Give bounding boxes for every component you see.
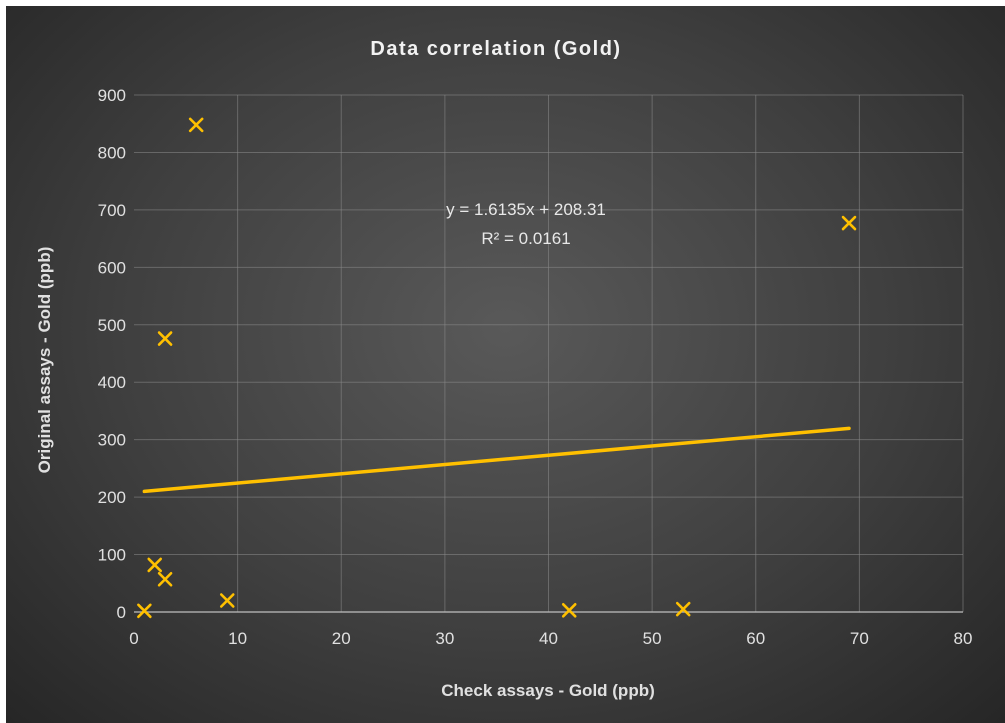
trendline-group xyxy=(142,426,851,494)
axes: 0 100 200 300 400 500 600 700 800 900 0 10 20 30 40 50 6… xyxy=(98,86,973,648)
data-points xyxy=(137,117,857,619)
data-point-marker xyxy=(219,593,235,608)
x-tick-label: 40 xyxy=(539,629,558,648)
x-tick-label: 30 xyxy=(435,629,454,648)
data-point-marker xyxy=(147,557,163,573)
y-tick-label: 0 xyxy=(117,603,126,622)
y-tick-label: 700 xyxy=(98,201,126,220)
trendline-r-squared: R² = 0.0161 xyxy=(481,229,570,248)
data-point-marker xyxy=(137,603,152,619)
y-tick-label: 600 xyxy=(98,258,126,277)
x-axis-title: Check assays - Gold (ppb) xyxy=(441,681,655,700)
chart-title: Data correlation (Gold) xyxy=(370,38,621,60)
y-tick-label: 200 xyxy=(98,488,126,507)
y-axis-title: Original assays - Gold (ppb) xyxy=(35,247,54,474)
x-tick-label: 50 xyxy=(643,629,662,648)
data-point-marker xyxy=(561,602,577,618)
x-tick-label: 60 xyxy=(746,629,765,648)
y-tick-label: 100 xyxy=(98,546,126,565)
y-tick-label: 900 xyxy=(98,86,126,105)
x-tick-label: 80 xyxy=(954,629,973,648)
y-tick-label: 500 xyxy=(98,316,126,335)
y-tick-label: 300 xyxy=(98,431,126,450)
data-point-marker xyxy=(188,117,204,133)
data-point-marker xyxy=(157,331,173,346)
y-tick-label: 800 xyxy=(98,143,126,162)
trendline-equation: y = 1.6135x + 208.31 xyxy=(446,200,606,219)
scatter-chart: 0 100 200 300 400 500 600 700 800 900 0 10 20 30 40 50 6… xyxy=(35,38,973,700)
chart-area: 0 100 200 300 400 500 600 700 800 900 0 10 20 30 40 50 6… xyxy=(6,6,1005,723)
gridlines xyxy=(134,94,964,612)
x-tick-label: 10 xyxy=(228,629,247,648)
data-point-marker xyxy=(157,571,173,587)
x-tick-label: 0 xyxy=(129,629,138,648)
y-tick-label: 400 xyxy=(98,373,126,392)
x-tick-label: 70 xyxy=(850,629,869,648)
trendline xyxy=(142,426,851,494)
data-point-marker xyxy=(841,215,857,231)
data-point-marker xyxy=(675,601,691,617)
x-tick-label: 20 xyxy=(332,629,351,648)
